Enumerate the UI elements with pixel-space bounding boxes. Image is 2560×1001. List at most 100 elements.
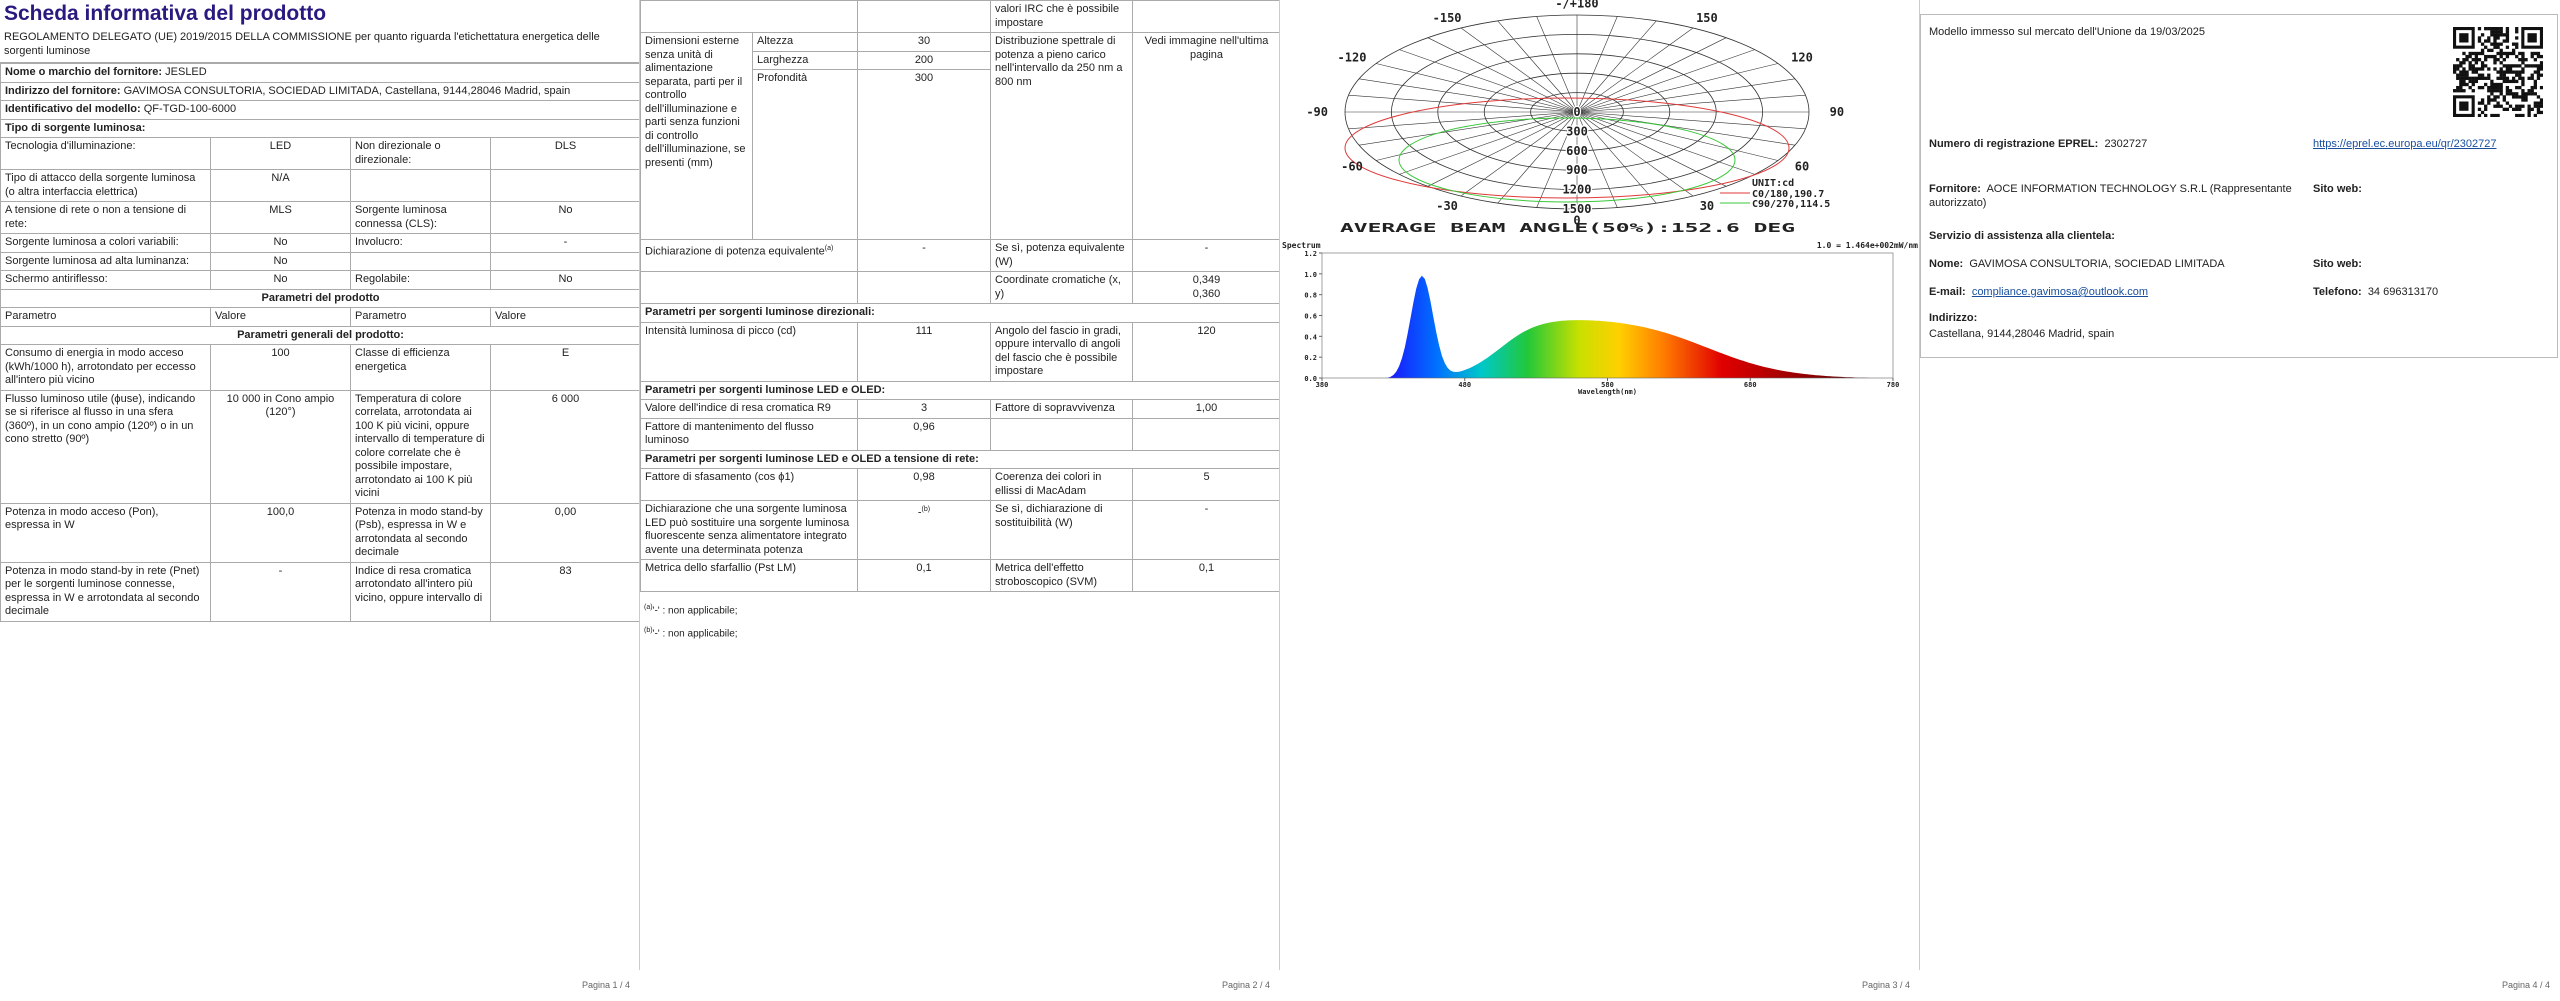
qr-finder-core (2527, 33, 2537, 43)
cell: Parametri per sorgenti luminose LED e OL… (640, 449, 1279, 469)
email-link[interactable]: compliance.gavimosa@outlook.com (1971, 286, 2149, 298)
cell: Potenza in modo stand-by (Psb), espressa… (350, 502, 491, 563)
qr-module (2468, 85, 2472, 90)
qr-module (2496, 36, 2500, 40)
polar-spoke (1576, 111, 1755, 175)
qr-module (2477, 101, 2482, 105)
cell: Coordinate cromatiche (x, y) (990, 271, 1133, 304)
polar-spoke (1460, 111, 1578, 197)
qr-module (2521, 79, 2525, 84)
qr-module (2459, 73, 2463, 77)
eprel-link[interactable]: https://eprel.ec.europa.eu/qr/2302727 (2313, 138, 2497, 150)
qr-module (2499, 89, 2503, 93)
qr-module (2518, 70, 2522, 74)
polar-spoke (1576, 111, 1657, 204)
cell: 300 (857, 69, 991, 240)
qr-module (2465, 73, 2469, 77)
qr-module (2468, 61, 2472, 65)
row: Parametri per sorgenti luminose LED e OL… (640, 380, 1279, 400)
qr-module (2487, 101, 2491, 105)
page-3: -/+180 150 120 90 60 30 0 -30 -60 -90 -120 -150 0 300… (1280, 0, 1920, 1001)
qr-module (2536, 64, 2541, 68)
cell: No (210, 251, 351, 271)
qr-module (2484, 76, 2488, 80)
cell: 10 000 in Cono ampio (120°) (210, 389, 351, 504)
text: Nome o marchio del fornitore: (5, 66, 163, 78)
qr-module (2521, 98, 2525, 102)
polar-spoke (1576, 111, 1727, 187)
row: Tecnologia d'illuminazione: LED Non direzi… (0, 137, 639, 170)
qr-module (2493, 45, 2497, 49)
qr-module (2493, 104, 2497, 108)
qr-module (2480, 64, 2485, 68)
spectrum-chart: Spectrum 1.0 = 1.464e+002mW/nm 1.2 1.0 0.8 0.… (1282, 241, 1918, 396)
curve-c0 (1344, 97, 1790, 199)
cell: Parametro (350, 307, 491, 327)
angle-label: -60 (1341, 159, 1363, 173)
qr-module (2474, 70, 2479, 74)
qr-module (2496, 30, 2500, 34)
cell: Dichiarazione che una sorgente luminosa … (640, 500, 858, 560)
qr-module (2539, 61, 2543, 65)
qr-module (2480, 110, 2485, 115)
qr-module (2533, 70, 2537, 74)
cell: LED (210, 137, 351, 170)
text: Indirizzo del fornitore: (5, 84, 121, 97)
row: Flusso luminoso utile (ϕuse), indicando … (0, 389, 639, 504)
tbody: Nome o marchio del fornitore: JESLED Ind… (0, 63, 639, 622)
qr-module (2511, 51, 2516, 56)
qr-module (2511, 95, 2516, 99)
cell: Schermo antiriflesso: (0, 270, 211, 290)
text-block: Nome: GAVIMOSA CONSULTORIA, SOCIEDAD LIM… (1929, 257, 2225, 271)
qr-module (2518, 113, 2522, 117)
qr-module (2471, 64, 2475, 68)
qr-module (2515, 70, 2519, 74)
qr-module (2477, 39, 2482, 43)
qr-module (2462, 89, 2466, 93)
qr-module (2462, 79, 2466, 84)
qr-module (2453, 70, 2457, 74)
cell: 0,00 (489, 502, 639, 563)
qr-module (2533, 79, 2537, 84)
polar-spoke (1348, 111, 1578, 130)
qr-module (2539, 54, 2543, 59)
cell: Regolabile: (350, 270, 491, 290)
cell: Angolo del fascio in gradi, oppure inter… (990, 321, 1133, 382)
qr-module (2496, 113, 2500, 117)
cell: Parametri generali del prodotto: (0, 325, 639, 345)
qr-module (2480, 98, 2485, 102)
row: Indirizzo del fornitore: GAVIMOSA CONSUL… (0, 81, 639, 101)
qr-module (2521, 54, 2525, 59)
cell: 0,349 0,360 (1132, 271, 1279, 304)
radial-label: 300 (1566, 124, 1588, 138)
cell: Profondità (752, 69, 858, 240)
qr-module (2524, 64, 2528, 68)
qr-module (2484, 27, 2488, 31)
page-number: Pagina 4 / 4 (2501, 980, 2550, 990)
cell (990, 417, 1133, 451)
qr-module (2468, 54, 2472, 59)
qr-module (2490, 113, 2494, 117)
polar-spoke (1576, 111, 1694, 197)
qr-module (2496, 95, 2500, 99)
row: Schermo antiriflesso: No Regolabile: No (0, 270, 639, 290)
cell: - (857, 239, 991, 272)
qr-module (2518, 76, 2522, 80)
info-box: Modello immesso sul mercato dell'Unione … (1920, 14, 2558, 358)
cell: Metrica dello sfarfallio (Pst LM) (640, 559, 858, 592)
cell: Vedi immagine nell'ultima pagina (1132, 32, 1279, 240)
qr-module (2530, 107, 2534, 111)
row: Fattore di mantenimento del flusso lumin… (640, 417, 1279, 451)
qr-module (2515, 36, 2519, 40)
qr-module (2530, 85, 2534, 90)
qr-module (2499, 73, 2503, 77)
text-block: Modello immesso sul mercato dell'Unione … (1929, 26, 2206, 38)
qr-module (2502, 64, 2506, 68)
qr-module (2496, 42, 2500, 46)
row: Sorgente luminosa ad alta luminanza: No (0, 251, 639, 271)
cell: DLS (489, 137, 639, 170)
qr-module (2484, 107, 2488, 111)
angle-label: -150 (1433, 11, 1462, 25)
qr-module (2487, 89, 2491, 93)
qr-module (2521, 70, 2525, 74)
